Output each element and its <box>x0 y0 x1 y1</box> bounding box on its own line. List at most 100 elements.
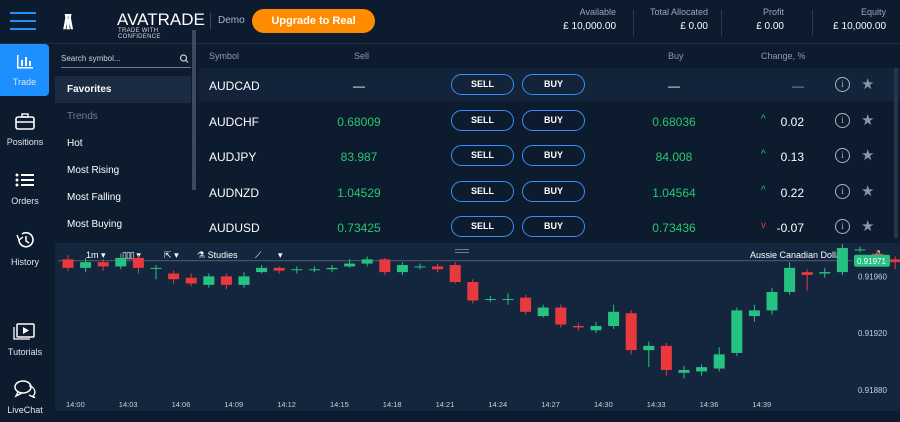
logo-mark-icon: /\/\ <box>63 12 73 34</box>
avatrade-logo[interactable]: /\/\ AVATRADE TRADE WITH CONFIDENCE <box>63 10 205 40</box>
sell-price: 0.73425 <box>337 221 381 235</box>
symbol-name: AUDUSD <box>209 221 260 235</box>
change-percent: 0.02 <box>780 114 804 129</box>
table-row[interactable]: AUDCAD — SELL BUY — — i ★ <box>199 68 900 103</box>
brand-name: AVATRADE <box>117 10 205 29</box>
symbol-category-panel: Search symbol... Favorites Trends Hot Mo… <box>55 44 198 238</box>
info-icon[interactable]: i <box>835 148 850 163</box>
account-mode: Demo <box>210 13 245 29</box>
search-input[interactable]: Search symbol... <box>61 50 191 68</box>
sell-button[interactable]: SELL <box>451 109 514 131</box>
nav-livechat[interactable]: LiveChat <box>0 370 50 422</box>
sell-price: 0.68009 <box>337 114 381 129</box>
list-icon <box>15 173 34 187</box>
buy-price: 0.73436 <box>652 221 696 235</box>
sidebar-scrollbar[interactable] <box>192 30 196 190</box>
symbol-name: AUDNZD <box>209 185 259 200</box>
info-icon[interactable]: i <box>835 183 850 199</box>
header-symbol: Symbol <box>209 51 240 61</box>
upgrade-to-real-button[interactable]: Upgrade to Real <box>252 9 375 33</box>
table-row[interactable]: AUDUSD 0.73425 SELL BUY 0.73436 v -0.07 i ★ <box>199 210 900 245</box>
info-icon[interactable]: i <box>835 219 850 234</box>
nav-tutorials[interactable]: Tutorials <box>0 312 50 364</box>
buy-price: 84.008 <box>655 150 693 164</box>
briefcase-icon <box>15 113 35 130</box>
chart-panel <box>55 243 900 411</box>
expand-icon[interactable]: ⤢ <box>871 249 880 261</box>
symbol-name: AUDCHF <box>209 114 259 129</box>
favorite-star-icon[interactable]: ★ <box>861 182 875 200</box>
line-tool-icon: ⟋ <box>255 250 262 260</box>
trend-up-icon: ^ <box>761 113 766 125</box>
buy-button[interactable]: BUY <box>522 74 585 95</box>
nav-orders[interactable]: Orders <box>0 163 50 215</box>
chevron-down-icon: ▾ <box>136 250 141 260</box>
category-most-falling[interactable]: Most Falling <box>67 192 121 203</box>
table-row[interactable]: AUDNZD 1.04529 SELL BUY 1.04564 ^ 0.22 i ★ <box>199 175 900 210</box>
buy-button[interactable]: BUY <box>522 109 585 131</box>
category-most-rising[interactable]: Most Rising <box>67 165 120 176</box>
header-buy: Buy <box>668 51 684 61</box>
table-header: Symbol Sell Buy Change, % <box>199 44 900 68</box>
account-profit: Profit £ 0.00 <box>756 7 784 32</box>
sell-button[interactable]: SELL <box>451 145 514 166</box>
search-icon[interactable] <box>179 50 189 68</box>
drawing-tool-menu[interactable]: ▾ <box>278 250 283 261</box>
sell-price: — <box>353 79 365 93</box>
header-sell: Sell <box>354 51 370 61</box>
sell-button[interactable]: SELL <box>451 180 514 202</box>
change-percent: 0.22 <box>780 185 804 200</box>
buy-button[interactable]: BUY <box>522 216 585 237</box>
cursor-selector[interactable]: ⇱ ▾ <box>164 250 179 261</box>
symbol-name: AUDCAD <box>209 79 260 93</box>
buy-price: — <box>668 79 680 93</box>
drawing-tool-button[interactable]: ⟋ <box>255 250 261 261</box>
sell-price: 1.04529 <box>337 185 381 200</box>
category-favorites[interactable]: Favorites <box>55 76 191 103</box>
history-icon <box>16 231 34 248</box>
header-change: Change, % <box>761 51 806 61</box>
left-nav-rail: Trade Positions Orders History Tutorials… <box>0 44 50 415</box>
info-icon[interactable]: i <box>835 112 850 128</box>
instrument-table: Symbol Sell Buy Change, % AUDCAD — SELL BUY… <box>199 44 900 245</box>
change-percent: — <box>792 79 804 93</box>
flask-icon: ⚗ <box>197 250 206 260</box>
trend-up-icon: ^ <box>761 149 766 160</box>
buy-price: 0.68036 <box>652 114 696 129</box>
favorite-star-icon[interactable]: ★ <box>861 218 875 235</box>
studies-button[interactable]: ⚗ Studies <box>197 250 238 260</box>
sell-price: 83.987 <box>340 150 378 164</box>
sell-button[interactable]: SELL <box>451 74 514 95</box>
account-total-allocated: Total Allocated £ 0.00 <box>649 7 708 32</box>
account-available: Available £ 10,000.00 <box>563 7 616 32</box>
table-row[interactable]: AUDJPY 83.987 SELL BUY 84.008 ^ 0.13 i ★ <box>199 139 900 174</box>
top-bar: /\/\ AVATRADE TRADE WITH CONFIDENCE Demo… <box>0 0 900 44</box>
favorite-star-icon[interactable]: ★ <box>861 147 875 164</box>
chart-type-selector[interactable]: ▯▯▯ ▾ <box>122 250 141 261</box>
table-row[interactable]: AUDCHF 0.68009 SELL BUY 0.68036 ^ 0.02 i ★ <box>199 104 900 139</box>
nav-trade[interactable]: Trade <box>0 44 49 96</box>
buy-button[interactable]: BUY <box>522 180 585 202</box>
category-hot[interactable]: Hot <box>67 138 83 149</box>
favorite-star-icon[interactable]: ★ <box>861 76 875 93</box>
chart-instrument-name: Aussie Canadian Dollar <box>750 250 845 260</box>
search-placeholder: Search symbol... <box>61 54 121 63</box>
symbol-name: AUDJPY <box>209 150 257 164</box>
candles-icon: ▯▯▯ <box>122 250 135 260</box>
buy-button[interactable]: BUY <box>522 145 585 166</box>
nav-positions[interactable]: Positions <box>0 104 50 156</box>
category-most-buying[interactable]: Most Buying <box>67 219 123 230</box>
chat-icon <box>14 380 36 399</box>
table-scrollbar[interactable] <box>894 68 898 238</box>
hamburger-menu-icon[interactable] <box>10 12 36 32</box>
chevron-down-icon: ▾ <box>278 250 283 260</box>
trend-down-icon: v <box>761 220 766 231</box>
interval-selector[interactable]: 1m ▾ <box>86 250 106 260</box>
brand-tagline: TRADE WITH CONFIDENCE <box>118 28 161 40</box>
info-icon[interactable]: i <box>835 77 850 92</box>
sell-button[interactable]: SELL <box>451 216 514 237</box>
favorite-star-icon[interactable]: ★ <box>861 111 875 129</box>
nav-history[interactable]: History <box>0 222 50 274</box>
change-percent: 0.13 <box>780 150 804 164</box>
resize-handle[interactable] <box>455 249 469 253</box>
